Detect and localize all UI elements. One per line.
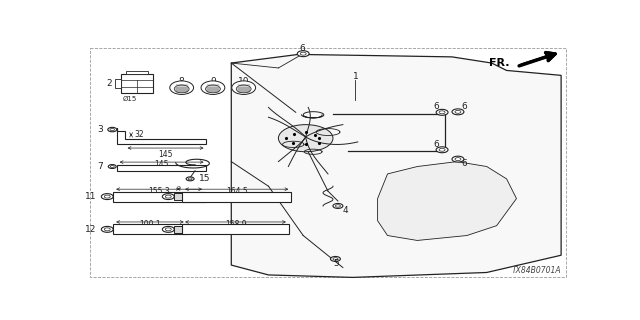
Ellipse shape [232,81,255,94]
Circle shape [439,111,445,114]
Text: 5: 5 [333,259,339,268]
Text: 13: 13 [146,192,157,201]
Text: 32: 32 [134,131,144,140]
Text: 7: 7 [97,162,103,171]
Text: 11: 11 [85,192,97,201]
Ellipse shape [205,85,220,93]
Ellipse shape [201,81,225,94]
Circle shape [165,228,172,231]
Text: 2: 2 [106,79,112,88]
Circle shape [101,227,113,232]
Text: 155.3: 155.3 [148,187,170,196]
Circle shape [108,164,116,169]
Bar [113,192,205,202]
Text: 10: 10 [238,77,250,86]
Circle shape [300,52,306,55]
Ellipse shape [174,85,189,93]
Circle shape [455,110,461,113]
Text: 9: 9 [176,186,180,191]
Circle shape [108,127,116,132]
Circle shape [165,195,172,198]
Circle shape [110,128,115,131]
Text: 164.5: 164.5 [226,187,248,196]
Circle shape [452,109,464,115]
Circle shape [455,158,461,161]
Text: 145: 145 [158,150,173,159]
Bar [182,192,291,202]
Text: 15: 15 [199,174,211,183]
Text: 3: 3 [97,125,103,134]
Text: 6: 6 [433,102,439,111]
Circle shape [278,124,333,152]
Text: TX84B0701A: TX84B0701A [511,266,561,275]
Text: 6: 6 [300,44,305,53]
Circle shape [333,258,338,260]
Circle shape [436,109,448,115]
Bar [121,74,153,92]
Circle shape [104,195,110,198]
Text: 158.9: 158.9 [225,220,246,229]
Text: 6: 6 [461,102,467,111]
Circle shape [188,178,192,180]
Circle shape [436,147,448,153]
Bar [174,193,182,200]
Text: 14: 14 [146,225,157,234]
Circle shape [163,227,174,232]
Bar [113,224,187,234]
Circle shape [297,51,309,57]
Circle shape [335,205,340,207]
Text: 6: 6 [461,159,467,168]
Circle shape [101,194,113,200]
Polygon shape [378,162,516,240]
Polygon shape [116,164,207,172]
Circle shape [186,177,194,181]
Text: 9: 9 [210,77,216,86]
Circle shape [104,228,110,231]
Polygon shape [231,54,561,277]
Text: FR.: FR. [488,58,509,68]
Circle shape [330,256,340,261]
Circle shape [333,204,343,208]
Text: 145: 145 [155,160,169,169]
Text: 100.1: 100.1 [139,220,161,229]
Circle shape [163,194,174,200]
Text: 1: 1 [353,72,359,81]
Circle shape [439,148,445,151]
Circle shape [110,165,114,167]
Bar [174,226,182,233]
Text: 4: 4 [343,206,349,215]
Bar [125,71,148,74]
Bar [115,79,121,88]
Ellipse shape [170,81,193,94]
Ellipse shape [236,85,251,93]
Text: Ø15: Ø15 [123,96,138,102]
Bar [182,224,289,234]
Text: 12: 12 [85,225,97,234]
Polygon shape [116,128,207,144]
Text: 6: 6 [433,140,439,149]
Circle shape [452,156,464,162]
Text: 8: 8 [179,77,184,86]
